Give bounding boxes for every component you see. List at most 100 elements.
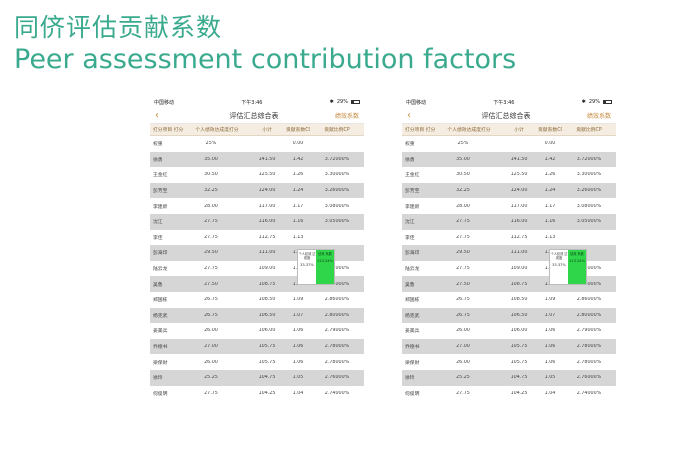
score-cell: 2.76000% bbox=[324, 375, 350, 381]
weight-cell: 0.00 bbox=[544, 141, 556, 147]
status-indicators: ✱ 29% bbox=[330, 99, 360, 105]
score-cell: 108.50 bbox=[258, 297, 276, 303]
score-cell: 27.75 bbox=[456, 390, 470, 396]
popup-coefficient-value: 113.24% bbox=[317, 259, 333, 263]
table-row[interactable]: 何俊明 27.75 104.25 1.04 2.74000% bbox=[150, 386, 364, 402]
table-row[interactable]: 徐玲 25.25 104.75 1.05 2.76000% bbox=[402, 369, 616, 386]
score-cell: 3.26000% bbox=[576, 188, 602, 194]
member-name: 彭芳至 bbox=[153, 189, 168, 195]
score-cell: 3.72000% bbox=[324, 156, 350, 162]
score-cell: 116.00 bbox=[510, 219, 528, 225]
score-cell: 3.30000% bbox=[324, 172, 350, 178]
table-row[interactable]: 彭芳至 32.25 124.00 1.24 3.26000% bbox=[402, 182, 616, 199]
table-row[interactable]: 徐勇 35.00 141.50 1.42 3.72000% bbox=[150, 151, 364, 168]
table-row[interactable]: 李建新 28.00 117.00 1.17 3.08000% bbox=[150, 198, 364, 214]
table-row[interactable]: 乔德书 27.00 105.75 1.06 2.78000% bbox=[150, 338, 364, 355]
table-row[interactable]: 李佳 27.75 112.75 1.13 bbox=[150, 230, 364, 246]
score-cell: 112.75 bbox=[258, 234, 276, 240]
member-name: 彭芳至 bbox=[405, 189, 420, 195]
member-name: 郑国栋 bbox=[153, 298, 168, 304]
score-cell: 1.13 bbox=[292, 234, 304, 240]
table-row[interactable]: 沈江 27.75 116.00 1.16 3.05000% bbox=[402, 213, 616, 230]
table-row[interactable]: 李佳 27.75 112.75 1.13 bbox=[402, 230, 616, 246]
table-row[interactable]: 乔德书 27.00 105.75 1.06 2.78000% bbox=[402, 338, 616, 355]
score-cell: 1.24 bbox=[544, 188, 556, 194]
slide-title-english: Peer assessment contribution factors bbox=[14, 44, 517, 75]
member-name: 梁保財 bbox=[153, 360, 168, 366]
score-cell: 3.08000% bbox=[576, 203, 602, 209]
score-cell: 125.50 bbox=[258, 172, 276, 178]
member-name: 彭海印 bbox=[153, 251, 168, 257]
popup-achievement-label: 个人绩效 达成度 bbox=[550, 252, 568, 260]
performance-coefficient-button[interactable]: 绩效系数 bbox=[586, 113, 611, 120]
popup-achievement-value: 33.37% bbox=[552, 263, 566, 267]
column-header: 贡献比例CP bbox=[324, 128, 350, 133]
phone-screenshot-right: 中国移动 下午3:46 ✱ 29% ‹ 评估汇总综合表 绩效系数 打分项目 打分 个人绩效达成度… bbox=[402, 96, 616, 436]
table-row[interactable]: 何俊明 27.75 104.25 1.04 2.74000% bbox=[402, 386, 616, 402]
table-row[interactable]: 彭芳至 32.25 124.00 1.24 3.26000% bbox=[150, 182, 364, 199]
member-name: 姜美兵 bbox=[153, 329, 168, 335]
member-name: 姜美兵 bbox=[405, 329, 420, 335]
score-cell: 1.26 bbox=[544, 172, 556, 178]
carrier-label: 中国移动 bbox=[154, 99, 175, 106]
score-cell: 3.05000% bbox=[576, 219, 602, 225]
member-name: 沈江 bbox=[153, 220, 163, 226]
status-indicators: ✱ 29% bbox=[582, 99, 612, 105]
performance-coefficient-button[interactable]: 绩效系数 bbox=[334, 113, 359, 120]
score-cell: 3.05000% bbox=[324, 219, 350, 225]
back-chevron-icon[interactable]: ‹ bbox=[407, 110, 411, 121]
score-cell: 2.86000% bbox=[576, 281, 602, 287]
bluetooth-icon: ✱ bbox=[581, 99, 586, 105]
score-cell: 1.07 bbox=[292, 312, 304, 318]
table-row[interactable]: 徐勇 35.00 141.50 1.42 3.72000% bbox=[402, 151, 616, 168]
table-row[interactable]: 杨克武 26.75 106.50 1.07 2.80000% bbox=[150, 307, 364, 324]
table-row[interactable]: 郑国栋 26.75 108.50 1.09 2.86000% bbox=[150, 292, 364, 308]
table-row[interactable]: 姜美兵 26.00 106.00 1.06 2.79000% bbox=[402, 323, 616, 339]
score-cell: 111.00 bbox=[510, 250, 528, 256]
score-cell: 108.75 bbox=[510, 281, 528, 287]
table-row[interactable]: 梁保財 26.00 105.75 1.06 2.78000% bbox=[402, 354, 616, 370]
score-cell: 1.16 bbox=[292, 219, 304, 225]
score-cell: 104.25 bbox=[258, 390, 276, 396]
score-cell: 27.50 bbox=[204, 281, 218, 287]
score-cell: 1.05 bbox=[544, 375, 556, 381]
popup-coefficient-label: 绩效 系数 bbox=[570, 252, 584, 256]
score-cell: 27.75 bbox=[456, 234, 470, 240]
phone-screenshot-left: 中国移动 下午3:46 ✱ 29% ‹ 评估汇总综合表 绩效系数 打分项目 打分 个人绩效达成度… bbox=[150, 96, 364, 436]
table-row[interactable]: 郑国栋 26.75 108.50 1.09 2.86000% bbox=[402, 292, 616, 308]
table-row[interactable]: 王金红 30.50 125.50 1.26 3.30000% bbox=[402, 167, 616, 183]
score-cell: 27.75 bbox=[204, 266, 218, 272]
table-row[interactable]: 杨克武 26.75 106.50 1.07 2.80000% bbox=[402, 307, 616, 324]
member-name: 徐玲 bbox=[153, 376, 163, 382]
back-chevron-icon[interactable]: ‹ bbox=[155, 110, 159, 121]
score-cell: 3.72000% bbox=[576, 156, 602, 162]
score-cell: 106.00 bbox=[258, 328, 276, 334]
member-name: 李建新 bbox=[153, 204, 168, 210]
battery-icon bbox=[602, 100, 612, 104]
score-cell: 2.87000% bbox=[576, 266, 602, 272]
table-row[interactable]: 梁保財 26.00 105.75 1.06 2.78000% bbox=[150, 354, 364, 370]
score-cell: 27.75 bbox=[456, 266, 470, 272]
score-cell: 35.00 bbox=[204, 156, 218, 162]
popup-achievement-column: 个人绩效 达成度 33.37% bbox=[550, 250, 568, 284]
score-cell: 1.06 bbox=[544, 344, 556, 350]
table-row[interactable]: 沈江 27.75 116.00 1.16 3.05000% bbox=[150, 213, 364, 230]
member-name: 徐勇 bbox=[405, 157, 415, 163]
score-cell: 30.50 bbox=[204, 172, 218, 178]
table-row[interactable]: 李建新 28.00 117.00 1.17 3.08000% bbox=[402, 198, 616, 214]
score-cell: 1.09 bbox=[544, 297, 556, 303]
column-header: 小计 bbox=[514, 128, 524, 133]
member-name: 梁保財 bbox=[405, 360, 420, 366]
member-name: 杨克武 bbox=[153, 313, 168, 319]
member-name: 彭海印 bbox=[405, 251, 420, 257]
score-cell: 2.80000% bbox=[576, 312, 602, 318]
score-cell: 28.00 bbox=[204, 203, 218, 209]
table-header: 打分项目 打分 个人绩效达成度打分 小计 贡献系数CC 贡献比例CP bbox=[402, 124, 616, 136]
score-cell: 2.86000% bbox=[576, 297, 602, 303]
score-cell: 30.50 bbox=[456, 172, 470, 178]
weight-cell: 25% bbox=[205, 141, 217, 147]
table-row[interactable]: 王金红 30.50 125.50 1.26 3.30000% bbox=[150, 167, 364, 183]
table-row[interactable]: 姜美兵 26.00 106.00 1.06 2.79000% bbox=[150, 323, 364, 339]
score-cell: 1.07 bbox=[544, 312, 556, 318]
table-row[interactable]: 徐玲 25.25 104.75 1.05 2.76000% bbox=[150, 369, 364, 386]
